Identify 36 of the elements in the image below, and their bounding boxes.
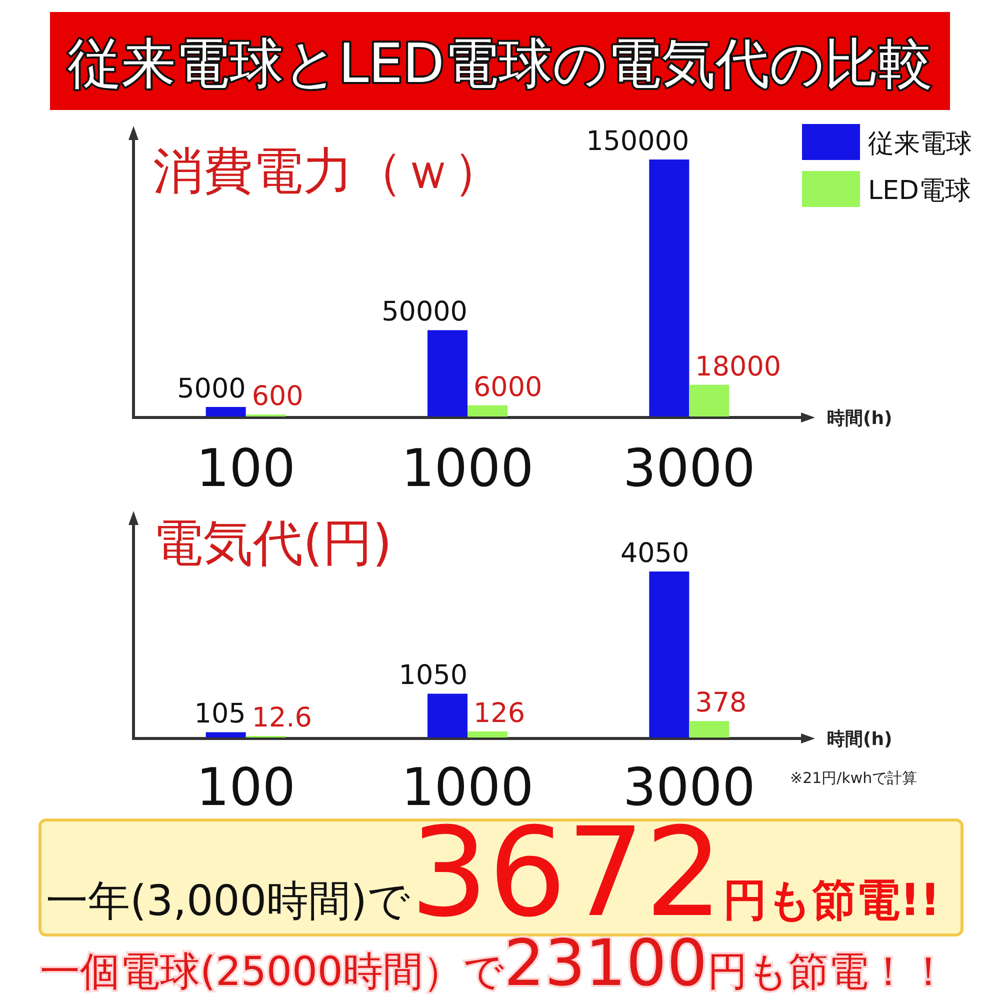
bar	[689, 384, 730, 416]
data-label: 105	[194, 698, 246, 730]
data-label: 600	[252, 380, 304, 412]
x-axis-title: 時間(h)	[827, 408, 892, 429]
bar	[428, 694, 468, 738]
data-label: 126	[474, 698, 526, 729]
text: ※21円/kwhで計算	[790, 769, 918, 787]
bar	[428, 330, 468, 416]
legend-label: LED電球	[868, 176, 971, 206]
bar	[689, 721, 730, 738]
bar	[649, 160, 690, 416]
data-label: 18000	[695, 351, 782, 382]
x-tick-label: 3000	[622, 439, 756, 499]
data-label: 50000	[382, 296, 468, 328]
x-tick-label: 1000	[401, 758, 534, 818]
data-label: 6000	[474, 372, 542, 403]
x-axis-title: 時間(h)	[827, 729, 892, 750]
bar	[468, 405, 508, 416]
y-axis-title: 消費電力（ｗ）	[153, 142, 503, 200]
data-label: 12.6	[252, 702, 312, 734]
bar	[206, 732, 246, 738]
data-label: 5000	[177, 373, 246, 404]
data-label: 378	[695, 688, 747, 719]
x-tick-label: 3000	[622, 758, 756, 818]
data-label: 150000	[586, 126, 690, 157]
legend-label: 従来電球	[868, 129, 972, 159]
x-tick-label: 1000	[401, 439, 534, 499]
bar	[649, 572, 690, 738]
y-axis-title: 電気代(円)	[153, 514, 392, 572]
chart-title: 従来電球とLED電球の電気代の比較	[68, 32, 932, 95]
x-tick-label: 100	[196, 439, 296, 499]
data-label: 1050	[398, 660, 468, 692]
data-label: 4050	[620, 538, 690, 569]
bar	[468, 731, 508, 738]
text: 一個電球(25000時間）で23100円も節電！！	[40, 927, 948, 1000]
bar	[206, 406, 246, 416]
